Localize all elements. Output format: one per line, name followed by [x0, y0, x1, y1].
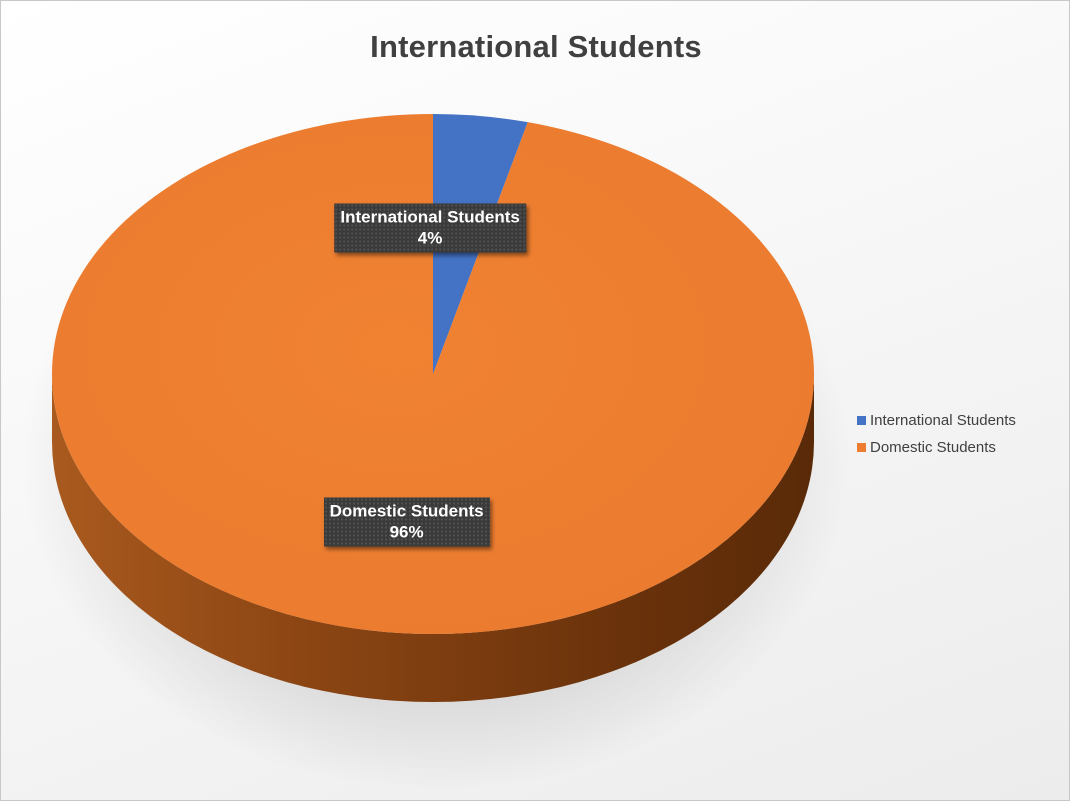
data-label-international-students: International Students 4%: [334, 203, 526, 253]
legend-item-international-students: International Students: [857, 410, 1016, 430]
data-label-domestic-students: Domestic Students 96%: [323, 497, 490, 547]
data-label-value: 96%: [389, 522, 424, 542]
chart-title: International Students: [370, 29, 702, 64]
legend: International Students Domestic Students: [857, 410, 1016, 464]
legend-label: Domestic Students: [870, 438, 996, 456]
data-label-name: International Students: [340, 207, 520, 227]
legend-swatch: [857, 442, 866, 452]
pie-sides: [52, 374, 814, 702]
pie-side-wall: [52, 374, 814, 702]
legend-label: International Students: [870, 411, 1016, 429]
legend-item-domestic-students: Domestic Students: [857, 437, 1016, 457]
data-label-value: 4%: [417, 228, 443, 248]
pie-slices: [51, 114, 814, 635]
legend-swatch: [857, 415, 866, 425]
data-label-name: Domestic Students: [329, 501, 484, 521]
pie-slice-domestic-students: [51, 114, 814, 635]
